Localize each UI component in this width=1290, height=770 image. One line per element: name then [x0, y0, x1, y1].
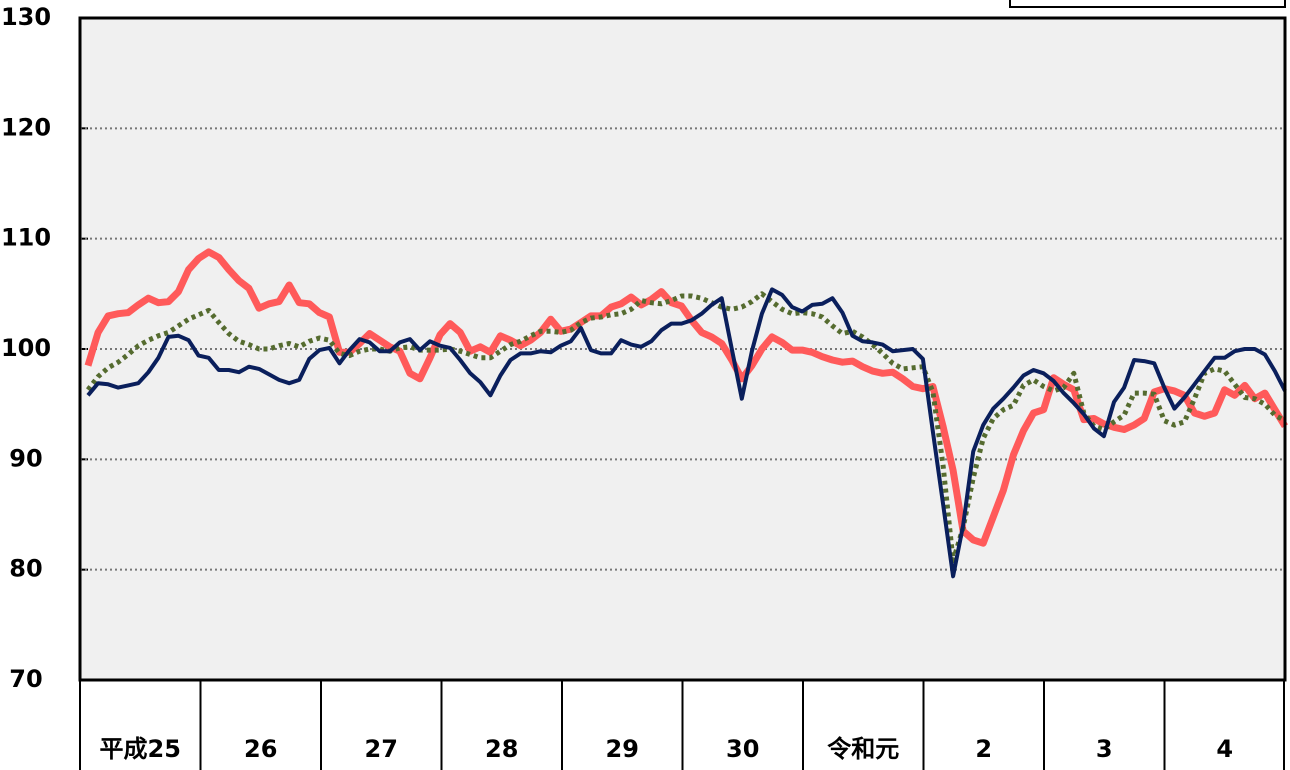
x-tick-label: 30	[726, 735, 759, 763]
legend-box	[1009, 0, 1286, 8]
x-tick-label: 平成25	[100, 735, 181, 763]
data-line	[86, 287, 1287, 579]
x-tick-label: 3	[1096, 735, 1113, 763]
y-tick-label: 70	[9, 665, 42, 693]
y-tick-label: 120	[1, 113, 51, 141]
y-tick-label: 80	[9, 555, 42, 583]
x-tick-label: 27	[365, 735, 398, 763]
plot-border	[78, 16, 1287, 682]
y-tick-label: 130	[1, 3, 51, 31]
x-tick-label: 2	[975, 735, 992, 763]
x-tick-label: 26	[244, 735, 277, 763]
y-tick-label: 90	[9, 444, 42, 472]
data-line	[86, 291, 1287, 564]
x-tick-label: 28	[485, 735, 518, 763]
y-tick-label: 110	[1, 224, 51, 252]
x-tick-label: 令和元	[827, 735, 899, 763]
x-tick-label: 4	[1216, 735, 1233, 763]
x-tick-label: 29	[606, 735, 639, 763]
y-tick-label: 100	[1, 334, 51, 362]
